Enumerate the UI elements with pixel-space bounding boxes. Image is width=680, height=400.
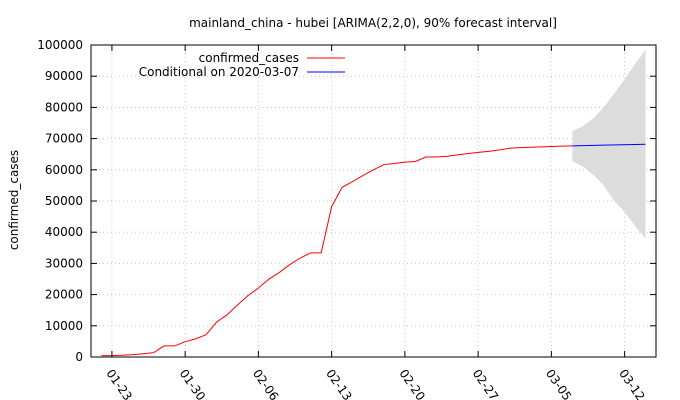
y-tick-label: 90000 (45, 69, 83, 83)
y-tick-label: 40000 (45, 225, 83, 239)
x-tick-label: 03-05 (543, 367, 574, 400)
series-lines (101, 143, 646, 357)
y-tick-label: 80000 (45, 100, 83, 114)
y-tick-label: 50000 (45, 194, 83, 208)
x-tick-label: 02-13 (323, 367, 354, 400)
forecast-interval-band (572, 49, 646, 239)
y-tick-label: 70000 (45, 132, 83, 146)
x-tick-label: 01-30 (177, 367, 208, 400)
x-tick-label: 03-12 (616, 367, 647, 400)
chart-title: mainland_china - hubei [ARIMA(2,2,0), 90… (189, 16, 557, 30)
y-tick-label: 30000 (45, 256, 83, 270)
y-tick-label: 0 (75, 350, 83, 364)
y-tick-label: 100000 (37, 38, 83, 52)
forecast-line (572, 143, 646, 147)
grid-lines (91, 45, 656, 357)
y-tick-label: 60000 (45, 163, 83, 177)
y-tick-label: 10000 (45, 319, 83, 333)
x-tick-label: 02-20 (396, 367, 427, 400)
forecast-interval-area (572, 49, 646, 239)
x-tick-label: 01-23 (103, 367, 134, 400)
x-tick-label: 02-06 (250, 367, 281, 400)
x-tick-label: 02-27 (470, 367, 501, 400)
axis-ticks: 0 10000 20000 30000 40000 50000 60000 70000 8000… (37, 38, 656, 400)
y-tick-label: 20000 (45, 288, 83, 302)
confirmed-cases-line (101, 145, 573, 357)
legend-label: Conditional on 2020-03-07 (139, 65, 299, 79)
legend-label: confirmed_cases (199, 51, 299, 65)
y-axis-label: confirmed_cases (7, 150, 21, 250)
